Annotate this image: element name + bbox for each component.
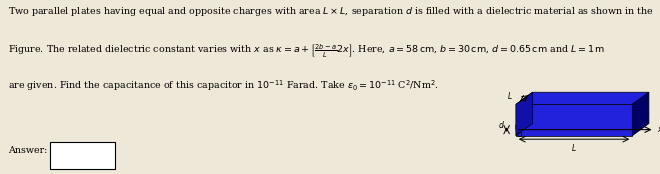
Text: Answer:: Answer: xyxy=(8,146,48,155)
Text: L: L xyxy=(572,144,576,153)
Text: are given. Find the capacitance of this capacitor in $10^{-11}$ Farad. Take $\va: are given. Find the capacitance of this … xyxy=(8,78,439,93)
Polygon shape xyxy=(516,113,533,130)
Text: x: x xyxy=(657,125,660,134)
Polygon shape xyxy=(516,92,533,136)
Text: L: L xyxy=(508,92,512,101)
Polygon shape xyxy=(516,92,649,104)
Text: O: O xyxy=(517,132,522,138)
Text: Two parallel plates having equal and opposite charges with area $L \times L$, se: Two parallel plates having equal and opp… xyxy=(8,5,654,18)
Polygon shape xyxy=(516,113,649,125)
Polygon shape xyxy=(632,92,649,136)
Text: d: d xyxy=(499,121,504,130)
Polygon shape xyxy=(516,125,632,130)
Text: Figure. The related dielectric constant varies with $x$ as $\kappa = a + \left[\: Figure. The related dielectric constant … xyxy=(8,42,605,59)
Polygon shape xyxy=(516,104,632,136)
FancyBboxPatch shape xyxy=(50,142,116,169)
